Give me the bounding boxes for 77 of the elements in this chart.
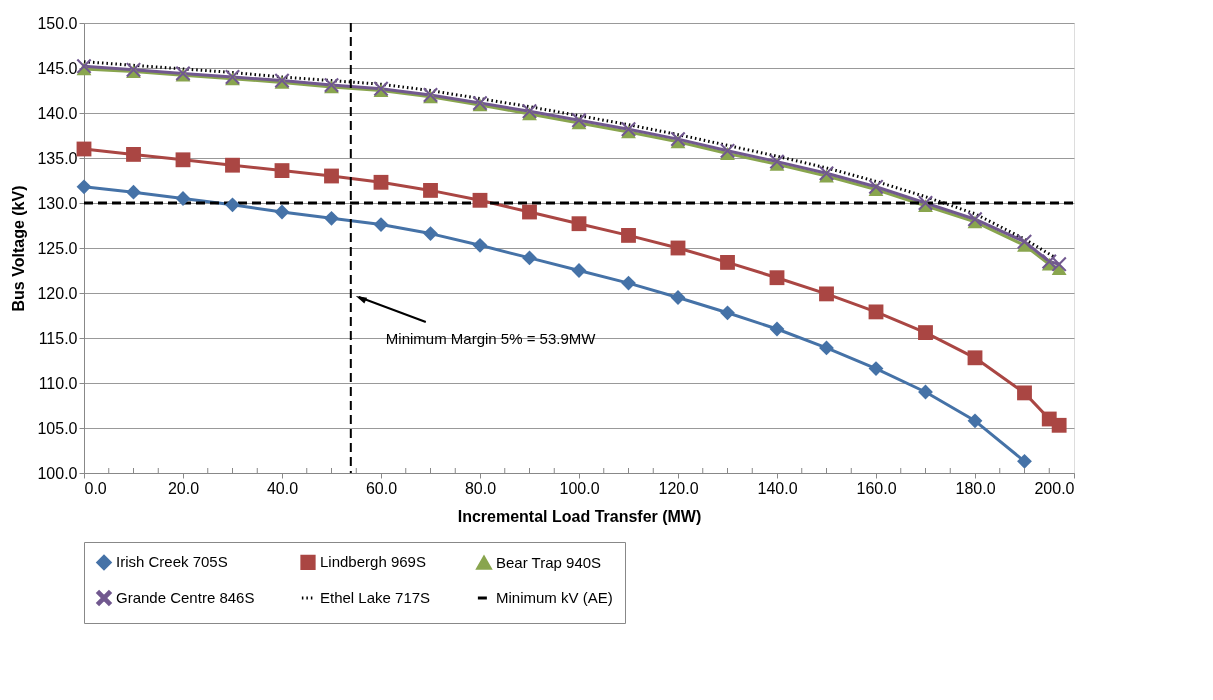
point [868,361,884,377]
x-tick-label: 140.0 [757,479,798,497]
point [769,270,785,286]
y-tick-label: 130.0 [37,194,78,212]
point [1051,256,1067,272]
point [670,131,686,147]
annotation: Minimum Margin 5% = 53.9MW [385,330,597,347]
point [522,250,537,266]
y-tick-label: 150.0 [37,14,78,32]
point [819,286,834,302]
point [274,204,290,220]
point [126,184,141,200]
x-tick-label: 20.0 [167,479,200,497]
legend-label: Ethel Lake 717S [320,589,431,606]
x-tick-label: 100.0 [559,479,600,497]
point [918,325,933,341]
point [274,163,290,179]
point [373,217,389,233]
point [868,304,884,320]
point [126,146,141,162]
y-tick-label: 105.0 [37,419,78,437]
point [76,179,92,195]
legend-label: Minimum kV (AE) [496,589,613,606]
y-tick-label: 110.0 [38,374,78,392]
x-tick-label: 120.0 [658,479,699,497]
x-tick-label: 160.0 [856,479,897,497]
point [1051,417,1067,433]
point [819,340,834,356]
y-tick-label: 140.0 [37,104,78,122]
point [720,143,735,159]
point [472,237,488,253]
x-tick-label: 60.0 [365,479,398,497]
x-axis-title: Incremental Load Transfer (MW) [457,507,702,525]
point [175,152,191,168]
point [225,197,240,213]
y-axis-title: Bus Voltage (kV) [10,185,28,312]
x-tick-label: 80.0 [464,479,497,497]
point [373,174,389,190]
y-tick-label: 145.0 [37,59,78,77]
point [423,182,438,198]
point [720,254,735,270]
point [423,226,438,242]
legend-label: Grande Centre 846S [116,589,255,606]
point [621,275,636,291]
point [76,58,92,74]
y-tick-label: 125.0 [37,239,78,257]
x-tick-label: 200.0 [1034,479,1075,497]
x-tick-label: 40.0 [266,479,299,497]
point [621,121,636,137]
legend-label: Bear Trap 940S [496,553,602,571]
y-tick-label: 115.0 [38,329,78,347]
point [225,157,240,173]
y-tick-label: 135.0 [37,149,78,167]
legend-label: Lindbergh 969S [320,553,426,571]
point [1017,453,1032,469]
point [324,168,339,184]
x-tick-label: 180.0 [955,479,996,497]
point [967,413,983,429]
point [868,179,884,195]
point [571,216,587,232]
point [769,321,785,337]
legend-label: Irish Creek 705S [116,553,228,571]
point [967,211,983,227]
point [1017,385,1032,401]
point [522,204,537,220]
x-tick-label: 0.0 [84,479,107,497]
point [522,103,537,119]
point [819,165,834,181]
point [621,227,636,243]
point [324,210,339,226]
point [472,192,488,208]
y-tick-label: 100.0 [37,464,78,482]
point [720,305,735,321]
y-tick-label: 120.0 [37,284,78,302]
point [1017,234,1032,250]
point [967,350,983,366]
point [571,112,587,128]
